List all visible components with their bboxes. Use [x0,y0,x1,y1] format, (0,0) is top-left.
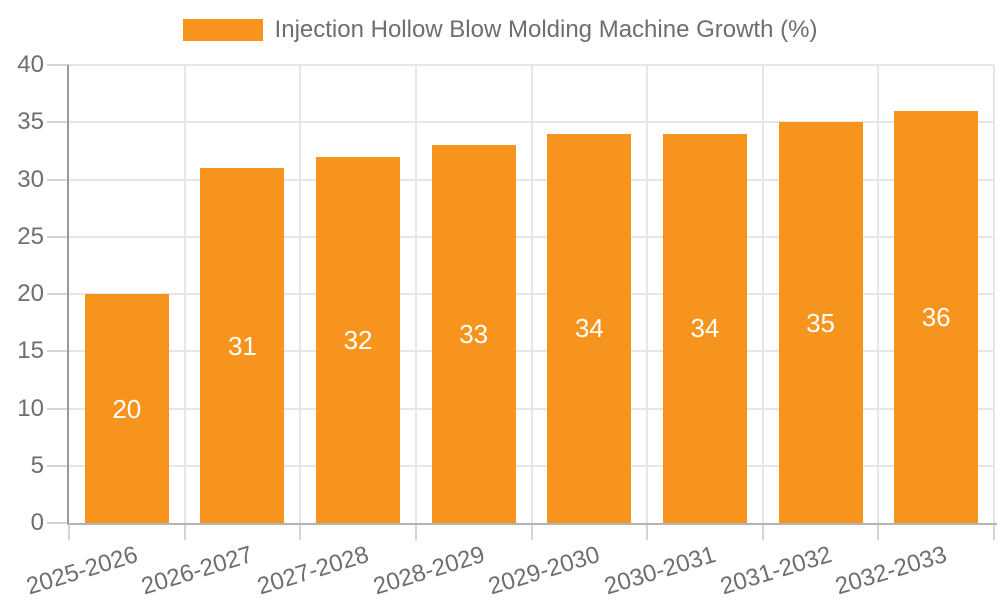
legend-label: Injection Hollow Blow Molding Machine Gr… [274,16,818,43]
y-axis-label: 5 [30,451,44,479]
v-gridline [530,65,533,523]
bar[interactable] [894,110,979,523]
bar-value-label: 34 [574,313,604,344]
x-axis-tick [414,523,417,540]
v-gridline [761,65,764,523]
y-axis-label: 40 [17,51,44,78]
y-axis-tick [47,350,69,353]
bar[interactable] [778,122,863,523]
y-axis-tick [47,121,69,124]
y-axis-label: 25 [17,222,44,250]
x-axis-label: 2030-2031 [601,541,719,600]
x-axis-tick [68,523,70,540]
x-axis-tick [877,523,880,540]
y-axis-tick [47,293,69,295]
x-axis-tick [993,523,995,540]
y-axis-label: 15 [17,337,44,365]
v-gridline [993,65,995,523]
bar-value-label: 33 [459,319,489,350]
bar[interactable] [662,133,747,523]
x-axis-label: 2028-2029 [369,541,488,600]
y-axis-tick [47,235,69,238]
bar-value-label: 36 [921,301,951,332]
y-axis-label: 0 [30,509,44,536]
legend-swatch [182,19,263,41]
x-axis-label: 2025-2026 [23,541,141,600]
bar-value-label: 31 [227,330,257,361]
x-axis-tick [183,523,186,540]
bar[interactable] [547,133,632,523]
y-axis-tick [47,464,69,467]
x-axis-tick [299,523,302,540]
x-axis-tick [646,523,649,540]
v-gridline [299,65,302,523]
y-axis-line [67,65,69,523]
y-axis-tick [47,407,69,410]
v-gridline [646,65,649,523]
x-axis-label: 2031-2032 [716,541,835,600]
bar-value-label: 20 [112,393,142,424]
y-axis-tick [47,178,69,181]
bar-value-label: 35 [806,307,836,338]
y-axis-label: 10 [17,394,44,422]
x-axis-label: 2026-2027 [138,541,257,600]
v-gridline [183,65,186,523]
bar[interactable] [200,168,285,523]
x-axis-label: 2032-2033 [832,541,951,600]
legend[interactable]: Injection Hollow Blow Molding Machine Gr… [0,16,1000,44]
bar-value-label: 34 [690,313,720,344]
x-axis-tick [761,523,764,540]
y-axis-label: 20 [17,280,44,307]
x-axis-label: 2029-2030 [485,541,604,600]
x-axis-tick [530,523,533,540]
y-axis-tick [47,64,69,66]
y-axis-tick [47,522,69,524]
y-axis-label: 35 [17,108,44,136]
bar[interactable] [316,156,401,523]
bar-value-label: 32 [343,324,373,355]
y-axis-label: 30 [17,165,44,193]
v-gridline [414,65,417,523]
bar[interactable] [431,145,516,523]
v-gridline [877,65,880,523]
x-axis-line [67,523,997,525]
x-axis-label: 2027-2028 [254,541,372,600]
bar[interactable] [84,294,169,523]
